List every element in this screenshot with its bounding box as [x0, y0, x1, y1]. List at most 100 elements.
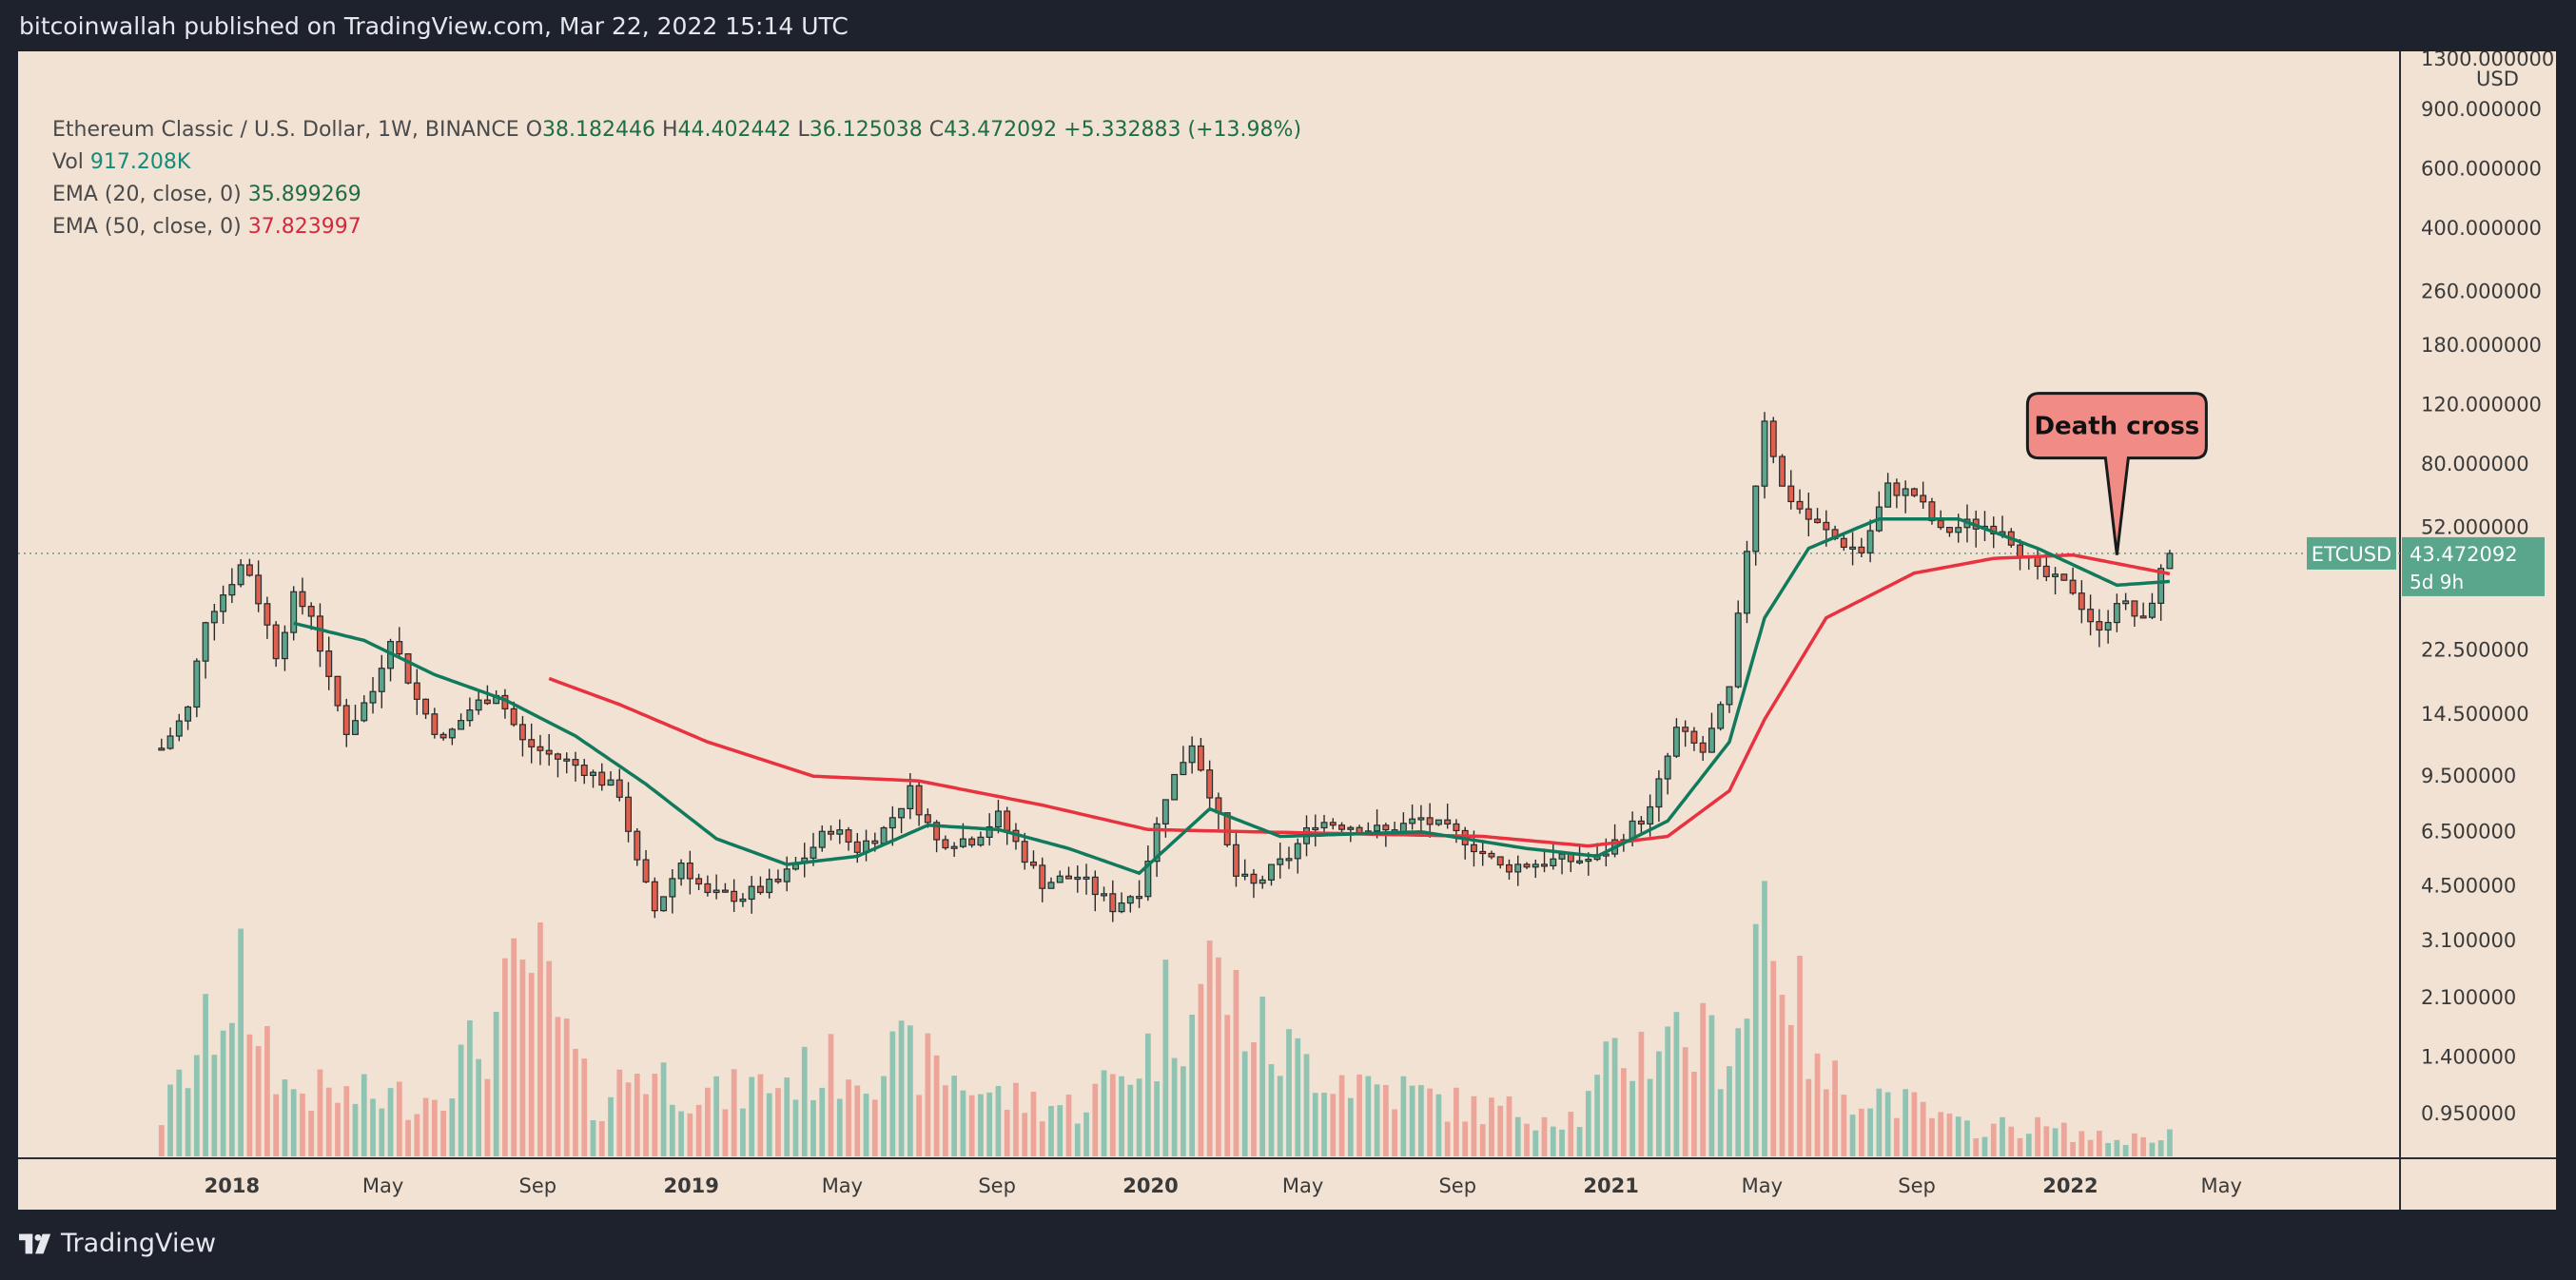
candle-body[interactable]: [2042, 565, 2050, 577]
candle-body[interactable]: [1893, 482, 1901, 496]
candle-body[interactable]: [1329, 822, 1337, 826]
legend-ema50[interactable]: EMA (50, close, 0) 37.823997: [52, 211, 1301, 243]
candle-body[interactable]: [1426, 817, 1434, 825]
candle-body[interactable]: [1726, 686, 1733, 706]
candle-body[interactable]: [1647, 805, 1654, 825]
legend-volume[interactable]: Vol 917.208K: [52, 146, 1301, 179]
candle-body[interactable]: [1787, 485, 1795, 503]
candle-body[interactable]: [1506, 863, 1512, 873]
candle-body[interactable]: [1734, 612, 1742, 688]
candle-body[interactable]: [1576, 860, 1584, 863]
candle-body[interactable]: [1910, 488, 1918, 496]
candle-body[interactable]: [458, 720, 465, 730]
candle-body[interactable]: [2096, 621, 2103, 631]
candle-body[interactable]: [1884, 482, 1892, 508]
candle-body[interactable]: [202, 622, 209, 662]
candle-body[interactable]: [1056, 875, 1064, 883]
candle-body[interactable]: [1118, 902, 1125, 913]
candle-body[interactable]: [369, 690, 377, 704]
candle-body[interactable]: [175, 720, 183, 737]
candle-body[interactable]: [598, 771, 606, 786]
ema50-line[interactable]: [548, 553, 2171, 848]
candle-body[interactable]: [986, 825, 993, 838]
candle-body[interactable]: [228, 584, 236, 596]
candle-body[interactable]: [871, 840, 879, 844]
candle-body[interactable]: [528, 739, 536, 747]
candle-body[interactable]: [1409, 818, 1416, 824]
candle-body[interactable]: [378, 668, 385, 692]
candle-body[interactable]: [1514, 863, 1522, 873]
candle-body[interactable]: [1074, 876, 1082, 881]
candle-body[interactable]: [2139, 615, 2147, 619]
candle-body[interactable]: [915, 785, 923, 816]
candle-body[interactable]: [1047, 882, 1055, 889]
candle-body[interactable]: [1479, 850, 1487, 855]
candle-body[interactable]: [615, 779, 623, 798]
candle-body[interactable]: [1779, 456, 1786, 487]
candle-body[interactable]: [1682, 727, 1689, 732]
candle-body[interactable]: [756, 885, 764, 894]
candle-body[interactable]: [413, 682, 420, 700]
legend-ema20[interactable]: EMA (20, close, 0) 35.899269: [52, 179, 1301, 211]
candle-body[interactable]: [299, 591, 306, 608]
candle-body[interactable]: [1161, 799, 1169, 824]
candle-body[interactable]: [888, 817, 896, 829]
candle-body[interactable]: [316, 615, 323, 652]
candle-body[interactable]: [1338, 824, 1346, 830]
candle-body[interactable]: [642, 859, 650, 882]
candle-body[interactable]: [210, 611, 218, 624]
legend-symbol[interactable]: Ethereum Classic / U.S. Dollar, 1W, BINA…: [52, 118, 519, 142]
candle-body[interactable]: [942, 839, 949, 849]
candle-body[interactable]: [1532, 863, 1539, 868]
candle-body[interactable]: [712, 889, 720, 894]
candle-body[interactable]: [1101, 893, 1108, 897]
candle-body[interactable]: [1717, 704, 1725, 729]
candle-body[interactable]: [166, 735, 174, 749]
candle-body[interactable]: [1805, 508, 1812, 520]
candle-body[interactable]: [2078, 592, 2085, 611]
candle-body[interactable]: [483, 699, 491, 705]
candle-body[interactable]: [1470, 844, 1477, 853]
candle-body[interactable]: [281, 631, 288, 660]
candle-body[interactable]: [2087, 609, 2095, 623]
candle-body[interactable]: [448, 728, 456, 739]
candle-body[interactable]: [237, 564, 244, 586]
candle-body[interactable]: [2069, 579, 2077, 594]
candle-body[interactable]: [1902, 488, 1909, 496]
candle-body[interactable]: [2122, 600, 2130, 605]
candle-body[interactable]: [994, 810, 1002, 828]
candle-body[interactable]: [580, 765, 588, 776]
candle-body[interactable]: [660, 896, 668, 912]
candle-body[interactable]: [607, 779, 615, 786]
ema20-line[interactable]: [293, 516, 2171, 876]
candle-body[interactable]: [361, 702, 368, 722]
candle-body[interactable]: [1109, 893, 1117, 913]
candle-body[interactable]: [2104, 621, 2112, 631]
candle-body[interactable]: [1126, 896, 1134, 904]
candle-body[interactable]: [1188, 745, 1196, 764]
candle-body[interactable]: [1039, 864, 1046, 889]
candle-body[interactable]: [1558, 853, 1566, 860]
candle-body[interactable]: [731, 890, 738, 902]
candle-body[interactable]: [1928, 501, 1936, 522]
candle-body[interactable]: [1920, 495, 1927, 503]
candle-body[interactable]: [766, 878, 773, 894]
candle-body[interactable]: [1637, 820, 1645, 825]
candle-body[interactable]: [1136, 896, 1143, 900]
candle-body[interactable]: [1453, 823, 1460, 832]
candle-body[interactable]: [1277, 858, 1284, 865]
candle-body[interactable]: [255, 574, 263, 605]
candle-body[interactable]: [185, 706, 192, 722]
candle-body[interactable]: [695, 878, 703, 885]
candle-body[interactable]: [590, 771, 596, 776]
candle-body[interactable]: [1823, 521, 1830, 531]
candle-body[interactable]: [1153, 823, 1161, 863]
price-chart[interactable]: 1300.000000 900.000000 600.000000 400.00000…: [18, 51, 2556, 1210]
candle-body[interactable]: [439, 733, 447, 739]
candle-body[interactable]: [1030, 861, 1037, 866]
candle-body[interactable]: [1312, 826, 1319, 831]
candle-body[interactable]: [220, 594, 227, 612]
candle-body[interactable]: [1955, 527, 1962, 533]
candle-body[interactable]: [2131, 600, 2138, 617]
candle-body[interactable]: [686, 863, 693, 880]
